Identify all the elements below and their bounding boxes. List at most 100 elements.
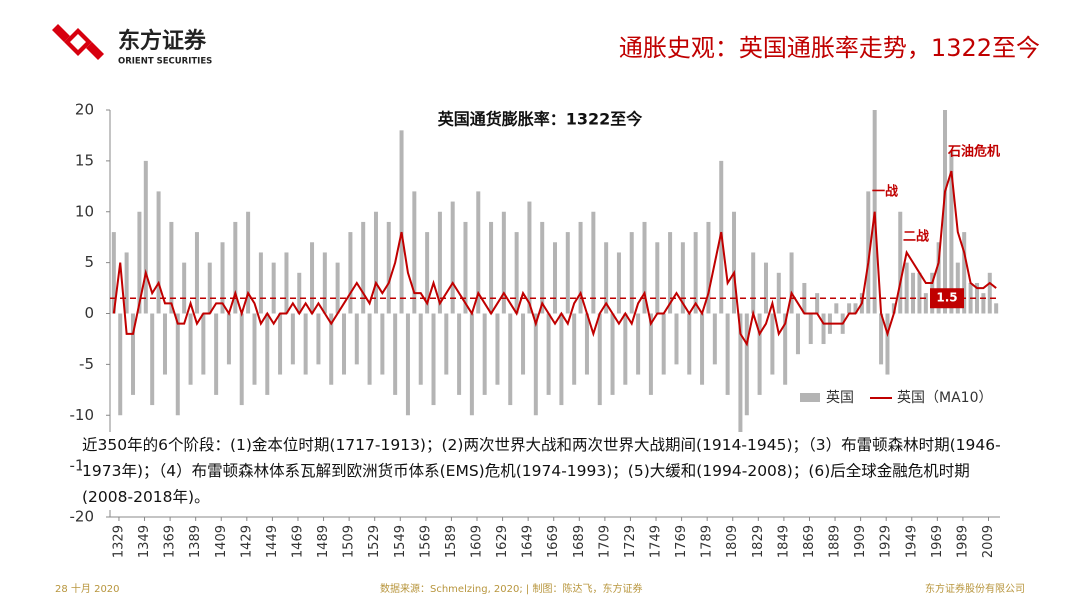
bar xyxy=(744,313,749,416)
bar xyxy=(712,313,717,365)
x-tick-label: 1469 xyxy=(290,525,305,558)
bar xyxy=(527,201,532,314)
bar xyxy=(297,272,302,314)
bar xyxy=(156,191,161,314)
x-tick-label: 1549 xyxy=(393,525,408,558)
legend-label: 英国 xyxy=(826,389,854,406)
x-tick-label: 1509 xyxy=(342,525,357,558)
bar xyxy=(201,313,206,375)
x-tick-label: 1349 xyxy=(137,525,152,558)
bar xyxy=(316,313,321,365)
bar xyxy=(700,313,705,385)
x-tick-label: 1869 xyxy=(802,525,817,558)
y-tick-label: -20 xyxy=(70,508,95,526)
bar xyxy=(143,160,148,314)
bar xyxy=(706,221,711,314)
x-tick-label: 1669 xyxy=(546,525,561,558)
bar xyxy=(271,262,276,314)
x-tick-label: 1749 xyxy=(649,525,664,558)
footer-source: 数据来源：Schmelzing, 2020; | 制图：陈达飞，东方证券 xyxy=(380,584,643,595)
x-tick-label: 1929 xyxy=(879,525,894,558)
y-tick-label: -10 xyxy=(70,406,95,424)
bar xyxy=(693,232,698,314)
y-tick-label: 0 xyxy=(84,304,94,322)
bar xyxy=(591,211,596,314)
y-tick-label: 10 xyxy=(75,202,94,220)
bar xyxy=(770,313,775,375)
bar xyxy=(124,252,129,314)
annotation: 石油危机 xyxy=(947,144,1000,160)
footer-company: 东方证券股份有限公司 xyxy=(925,584,1025,595)
bar xyxy=(450,201,455,314)
x-tick-label: 1369 xyxy=(163,525,178,558)
bar xyxy=(290,313,295,365)
bar xyxy=(604,242,609,314)
bar xyxy=(974,282,979,314)
bar xyxy=(284,252,289,314)
x-tick-label: 1949 xyxy=(904,525,919,558)
bar xyxy=(783,313,788,385)
x-tick-label: 1629 xyxy=(495,525,510,558)
bar xyxy=(738,313,743,436)
bar xyxy=(584,313,589,375)
bar xyxy=(597,313,602,406)
bar xyxy=(751,252,756,314)
bar xyxy=(987,272,992,314)
bar xyxy=(399,130,404,314)
bar xyxy=(137,211,142,314)
bar xyxy=(463,221,468,314)
bar xyxy=(559,313,564,406)
legend-swatch xyxy=(800,393,820,402)
x-tick-label: 1429 xyxy=(239,525,254,558)
bar xyxy=(648,313,653,395)
bar xyxy=(469,313,474,416)
bar xyxy=(220,242,225,314)
bar xyxy=(879,313,884,365)
bar xyxy=(763,262,768,314)
reference-label: 1.5 xyxy=(936,291,957,305)
bar xyxy=(821,313,826,345)
bar xyxy=(489,221,494,314)
bar xyxy=(680,242,685,314)
y-tick-label: 15 xyxy=(75,151,94,169)
logo-cn: 东方证券 xyxy=(118,28,207,54)
bar xyxy=(661,313,666,375)
bar xyxy=(808,313,813,345)
bar xyxy=(214,313,219,395)
bar xyxy=(278,313,283,375)
annotation: 一战 xyxy=(872,184,898,200)
bar xyxy=(437,211,442,314)
bar xyxy=(348,232,353,314)
bar xyxy=(329,313,334,385)
bar xyxy=(917,272,922,314)
bar xyxy=(936,242,941,314)
x-tick-label: 1969 xyxy=(930,525,945,558)
reference-label-box xyxy=(930,288,964,309)
bar xyxy=(239,313,244,406)
bar xyxy=(553,242,557,314)
bar xyxy=(943,110,948,314)
bar xyxy=(981,293,986,314)
bar xyxy=(361,221,366,314)
bar xyxy=(911,272,916,314)
bar xyxy=(623,313,628,385)
bar xyxy=(444,313,449,375)
bar xyxy=(610,313,615,395)
legend-label: 英国（MA10） xyxy=(897,389,992,406)
bar xyxy=(431,313,436,406)
x-tick-label: 1729 xyxy=(623,525,638,558)
bar xyxy=(994,303,999,314)
logo-en: ORIENT SECURITIES xyxy=(118,57,212,67)
bar xyxy=(795,313,800,355)
bar xyxy=(904,262,909,314)
bar xyxy=(303,313,308,375)
bar xyxy=(258,252,263,314)
bar xyxy=(335,262,340,314)
bar xyxy=(578,221,583,314)
bar xyxy=(565,232,570,314)
bar xyxy=(508,313,513,406)
x-tick-label: 1589 xyxy=(444,525,459,558)
x-tick-label: 1829 xyxy=(751,525,766,558)
bar xyxy=(246,211,251,314)
bar xyxy=(514,232,519,314)
